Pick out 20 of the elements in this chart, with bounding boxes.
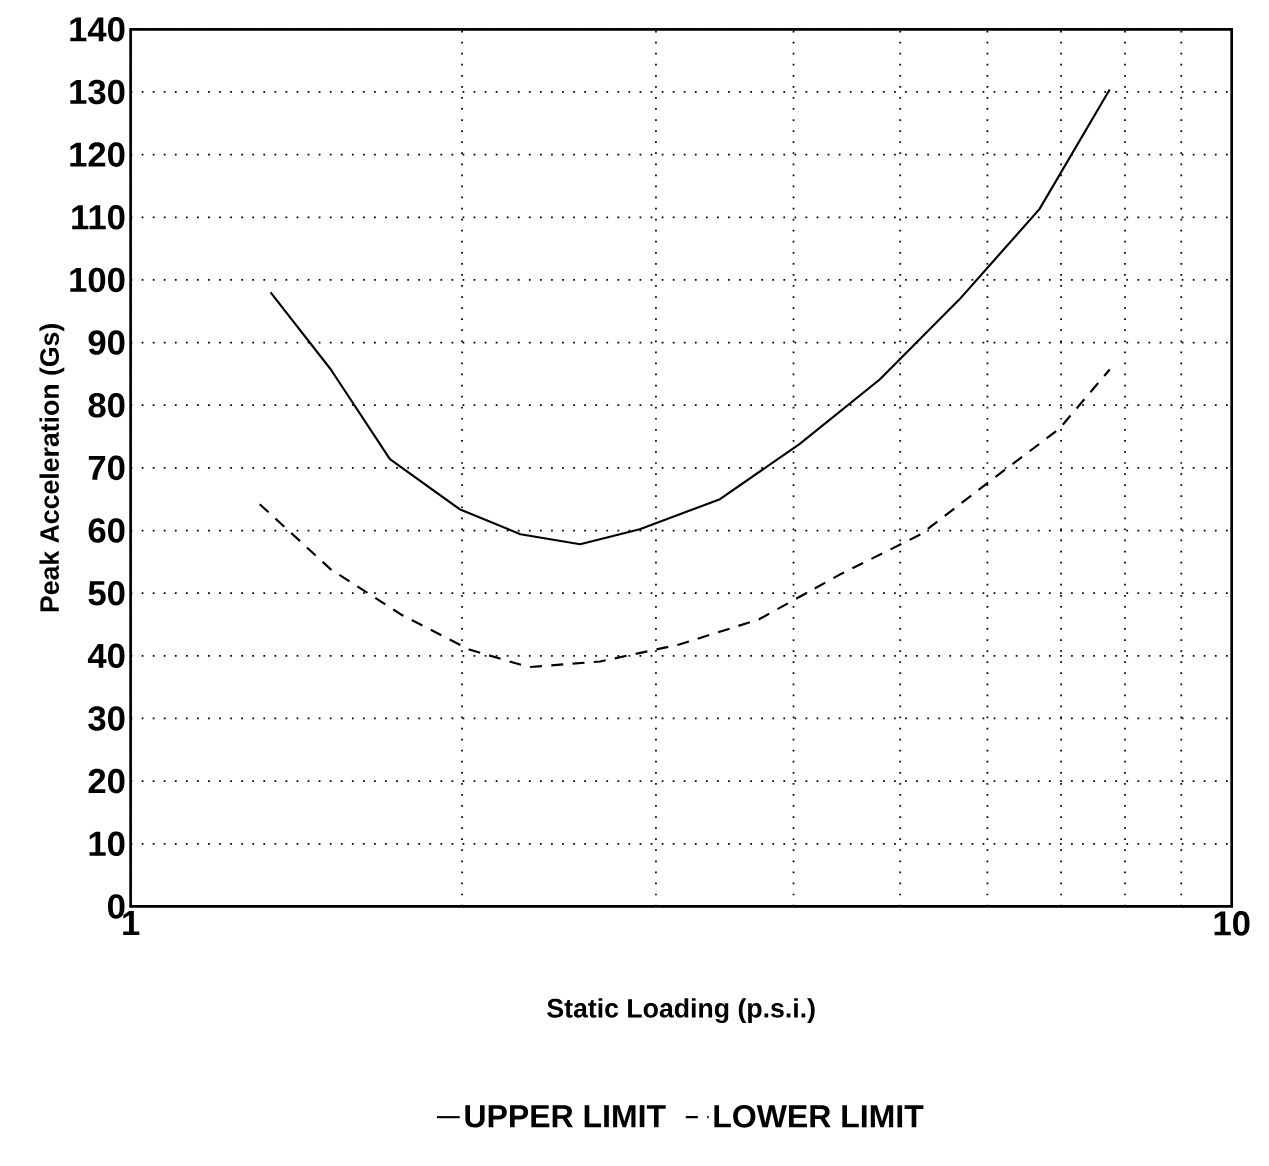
y-tick-label: 100	[70, 267, 125, 293]
legend-label: LOWER LIMIT	[714, 1105, 924, 1128]
y-tick-label: 140	[70, 17, 125, 42]
y-tick-label: 50	[88, 581, 125, 606]
y-tick-label: 10	[89, 831, 125, 857]
y-axis-title: Peak Acceleration (Gs)	[39, 324, 65, 612]
y-tick-label: 60	[88, 518, 125, 543]
y-tick-label: 90	[88, 330, 125, 355]
legend-label: UPPER LIMIT	[465, 1105, 666, 1128]
x-axis-title: Static Loading (p.s.i.)	[547, 998, 815, 1024]
y-tick-label: 120	[70, 142, 125, 168]
y-tick-label: 70	[88, 455, 125, 481]
y-tick-label: 130	[70, 79, 125, 105]
y-tick-label: 40	[87, 643, 125, 669]
x-tick-label: 1	[123, 911, 140, 936]
y-tick-label: 0	[108, 894, 125, 919]
y-tick-label: 20	[88, 769, 125, 794]
y-tick-label: 110	[72, 205, 125, 230]
y-tick-label: 80	[88, 393, 125, 418]
y-tick-label: 30	[88, 706, 125, 731]
